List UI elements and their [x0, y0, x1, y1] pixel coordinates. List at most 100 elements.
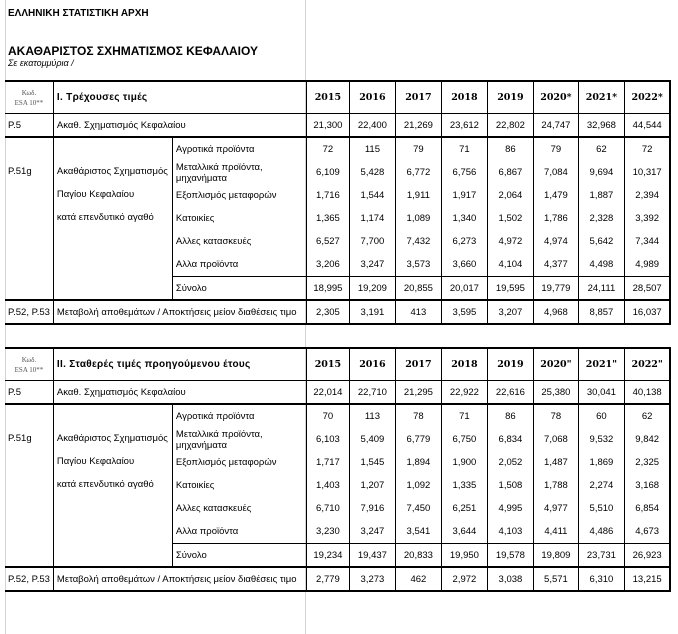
cell-value: 13,215 [623, 566, 672, 592]
code-header: Κωδ. ESA 10** [5, 347, 54, 381]
cell-value: 5,510 [577, 497, 625, 520]
table-row: Αλλα προϊόντα 3,206 3,247 3,573 3,660 4,104 4,… [5, 253, 672, 277]
cell-value: 62 [577, 137, 625, 161]
cell-value: 1,716 [305, 184, 350, 207]
cell-value: 462 [394, 566, 442, 592]
cell-value: 4,673 [623, 520, 672, 544]
row-code: P.51g [5, 404, 54, 567]
org-name: ΕΛΛΗΝΙΚΗ ΣΤΑΤΙΣΤΙΚΗ ΑΡΧΗ [8, 8, 149, 19]
cell-value: 2,394 [623, 184, 672, 207]
row-label: Μεταβολή αποθεμάτων / Αποκτήσεις μείον δ… [53, 299, 307, 325]
subcategory-label: Αγροτικά προϊόντα [175, 144, 255, 155]
year-header: 2020* [532, 80, 579, 114]
cell-value: 1,403 [305, 474, 350, 497]
row-code: P.5 [5, 113, 54, 138]
row-code: P.51g [5, 137, 54, 300]
cell-value: 413 [394, 299, 442, 325]
subcategory-label: Αγροτικά προϊόντα [175, 411, 255, 422]
year-header: 2017 [394, 80, 442, 114]
cell-value: 70 [305, 404, 350, 428]
year-header: 2022* [623, 80, 672, 114]
cell-value: 4,486 [577, 520, 625, 544]
cell-value: 19,578 [486, 543, 534, 567]
cell-value: 6,103 [305, 428, 350, 451]
row-label: Ακαθ. Σχηματισμός Κεφαλαίου [53, 113, 307, 138]
row-label: Ακαθάριστος Σχηματισμός Παγίου Κεφαλαίου κ… [53, 404, 173, 567]
cell-value: 1,911 [394, 184, 442, 207]
cell-value: 3,273 [348, 566, 396, 592]
cell-value: 6,750 [440, 428, 488, 451]
cell-value: 3,247 [348, 520, 396, 544]
cell-value: 28,507 [623, 276, 672, 300]
cell-value: 3,230 [305, 520, 350, 544]
year-header: 2021* [577, 80, 625, 114]
subcategory-label: Αλλες κατασκευές [175, 503, 252, 514]
cell-value: 16,037 [623, 299, 672, 325]
table-section-2: Κωδ. ESA 10** II. Σταθερές τιμές προηγούμε… [5, 347, 672, 592]
cell-value: 6,867 [486, 161, 534, 184]
cell-value: 24,111 [577, 276, 625, 300]
cell-value: 19,950 [440, 543, 488, 567]
section-title: I. Τρέχουσες τιμές [53, 80, 307, 114]
cell-value: 21,269 [394, 113, 442, 138]
year-header: 2016 [348, 347, 396, 381]
cell-value: 6,779 [394, 428, 442, 451]
cell-value: 86 [486, 404, 534, 428]
cell-value: 7,084 [532, 161, 579, 184]
cell-value: 6,527 [305, 230, 350, 253]
cell-value: 5,642 [577, 230, 625, 253]
cell-value: 3,595 [440, 299, 488, 325]
cell-value: 1,340 [440, 207, 488, 230]
cell-value: 2,328 [577, 207, 625, 230]
cell-value: 6,854 [623, 497, 672, 520]
cell-value: 1,544 [348, 184, 396, 207]
table-row: P.5 Ακαθ. Σχηματισμός Κεφαλαίου 22,014 22,7… [5, 380, 672, 405]
year-header: 2018 [440, 80, 488, 114]
cell-value: 23,731 [577, 543, 625, 567]
table-row: P.52, P.53 Μεταβολή αποθεμάτων / Αποκτήσε… [5, 299, 672, 325]
cell-value: 62 [623, 404, 672, 428]
table-row: Κατοικίες 1,365 1,174 1,089 1,340 1,502 1,786 2… [5, 207, 672, 230]
cell-value: 5,571 [532, 566, 579, 592]
cell-value: 9,532 [577, 428, 625, 451]
cell-value: 5,409 [348, 428, 396, 451]
total-label: Σύνολο [172, 276, 307, 300]
cell-value: 2,305 [305, 299, 350, 325]
cell-value: 7,068 [532, 428, 579, 451]
cell-value: 19,809 [532, 543, 579, 567]
subcategory-label: Κατοικίες [175, 480, 215, 491]
cell-value: 71 [440, 404, 488, 428]
row-label-line: Ακαθάριστος Σχηματισμός [56, 433, 168, 444]
cell-value: 6,251 [440, 497, 488, 520]
cell-value: 6,310 [577, 566, 625, 592]
cell-value: 6,710 [305, 497, 350, 520]
cell-value: 22,922 [440, 380, 488, 405]
unit-note: Σε εκατομμύρια / [8, 58, 74, 68]
cell-value: 78 [532, 404, 579, 428]
cell-value: 72 [623, 137, 672, 161]
cell-value: 4,989 [623, 253, 672, 277]
cell-value: 3,038 [486, 566, 534, 592]
cell-value: 2,274 [577, 474, 625, 497]
subcategory-label: Αλλα προϊόντα [175, 259, 239, 270]
cell-value: 6,109 [305, 161, 350, 184]
year-header: 2015 [305, 347, 350, 381]
subcategory-label: Αλλα προϊόντα [175, 526, 239, 537]
cell-value: 20,855 [394, 276, 442, 300]
table-row: Κατοικίες 1,403 1,207 1,092 1,335 1,508 1,788 2… [5, 474, 672, 497]
cell-value: 79 [394, 137, 442, 161]
code-label: ESA 10** [14, 365, 44, 374]
cell-value: 7,700 [348, 230, 396, 253]
cell-value: 6,772 [394, 161, 442, 184]
cell-value: 21,300 [305, 113, 350, 138]
cell-value: 22,710 [348, 380, 396, 405]
table-row: Αλλα προϊόντα 3,230 3,247 3,541 3,644 4,103 4,… [5, 520, 672, 544]
cell-value: 22,014 [305, 380, 350, 405]
row-label-line: κατά επενδυτικό αγαθό [56, 212, 154, 223]
cell-value: 72 [305, 137, 350, 161]
section-title: II. Σταθερές τιμές προηγούμενου έτους [53, 347, 307, 381]
cell-value: 60 [577, 404, 625, 428]
table-row: P.51g Ακαθάριστος Σχηματισμός Παγίου Κεφαλ… [5, 137, 672, 300]
total-row: Σύνολο 19,234 19,437 20,833 19,950 19,578 19,8… [5, 543, 672, 567]
report-title: ΑΚΑΘΑΡΙΣΤΟΣ ΣΧΗΜΑΤΙΣΜΟΣ ΚΕΦΑΛΑΙΟΥ [8, 44, 259, 58]
